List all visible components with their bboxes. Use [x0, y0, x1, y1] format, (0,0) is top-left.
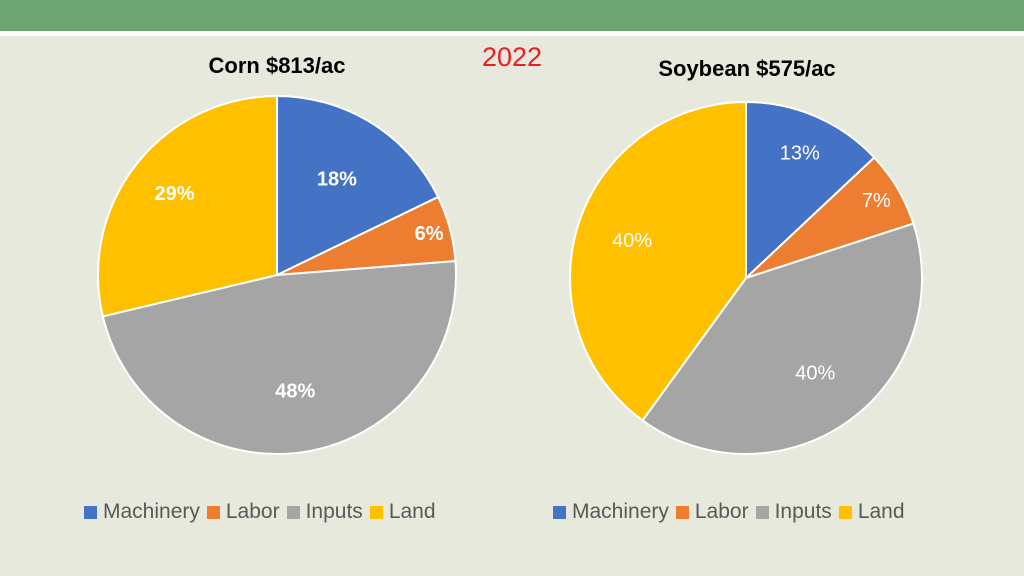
corn-slice-inputs: [101, 260, 457, 455]
legend-label: Machinery: [572, 500, 669, 523]
legend-item-inputs: Inputs: [286, 500, 363, 524]
soybean-slice-land: [569, 100, 747, 422]
soybean-chart-title: Soybean $575/ac: [658, 56, 836, 81]
soybean-slice-machinery: [745, 100, 876, 281]
legend-label: Land: [857, 500, 905, 523]
corn-slice-land: [97, 94, 278, 318]
legend-item-land: Land: [369, 500, 436, 524]
legend-label: Labor: [225, 500, 280, 523]
soybean-legend: Machinery Labor Inputs Land: [553, 498, 912, 526]
legend-item-machinery: Machinery: [553, 500, 669, 524]
corn-data-label-inputs: 48%: [275, 381, 315, 403]
legend-item-labor: Labor: [206, 500, 280, 524]
corn-data-label-labor: 6%: [415, 223, 444, 245]
year-label: 2022: [481, 42, 543, 72]
soybean-data-label-inputs: 40%: [795, 362, 835, 384]
legend-swatch: [675, 505, 689, 519]
header-bar: [0, 0, 1024, 31]
legend-swatch: [755, 505, 769, 519]
soybean-slice-inputs: [641, 222, 923, 455]
legend-label: Land: [388, 500, 436, 523]
legend-item-land: Land: [838, 500, 905, 524]
legend-label: Inputs: [305, 500, 363, 523]
legend-label: Inputs: [774, 500, 832, 523]
legend-label: Machinery: [103, 500, 200, 523]
corn-legend: Machinery Labor Inputs Land: [84, 498, 443, 526]
soybean-data-label-land: 40%: [612, 230, 652, 252]
corn-chart-title: Corn $813/ac: [208, 53, 346, 78]
legend-swatch: [206, 505, 220, 519]
corn-data-label-land: 29%: [154, 183, 194, 205]
legend-swatch: [84, 505, 97, 519]
legend-swatch: [286, 505, 300, 519]
header-divider: [0, 31, 1024, 36]
legend-swatch: [369, 505, 383, 519]
soybean-data-label-labor: 7%: [862, 190, 891, 212]
soybean-data-label-machinery: 13%: [780, 143, 820, 165]
legend-swatch: [553, 505, 566, 519]
legend-item-labor: Labor: [675, 500, 749, 524]
corn-slice-machinery: [276, 94, 440, 277]
corn-data-label-machinery: 18%: [317, 168, 357, 190]
legend-swatch: [838, 505, 852, 519]
legend-item-machinery: Machinery: [84, 500, 200, 524]
legend-label: Labor: [694, 500, 749, 523]
legend-item-inputs: Inputs: [755, 500, 832, 524]
